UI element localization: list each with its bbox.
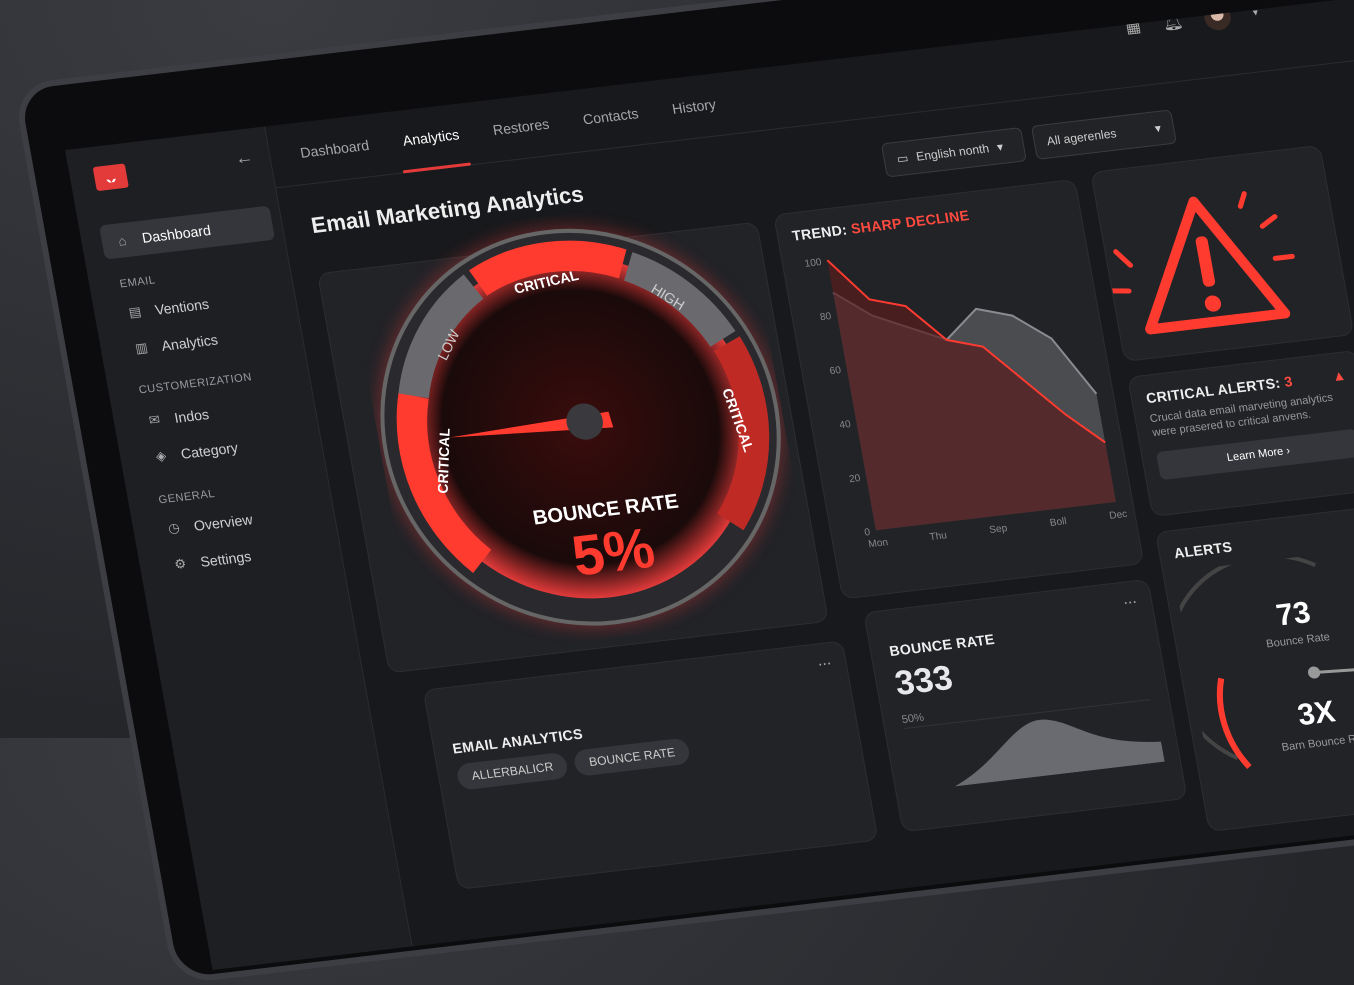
- layers-icon: ▤: [127, 303, 143, 321]
- x-tick-label: Boll: [1049, 516, 1068, 529]
- chevron-down-icon: ▾: [1153, 120, 1163, 136]
- chevron-right-icon: ›: [1285, 444, 1292, 458]
- gauge-hub: [566, 403, 603, 440]
- bounce-rate-card: ... BOUNCE RATE 333 50%: [863, 578, 1188, 833]
- x-tick-label: Sep: [988, 523, 1008, 536]
- clock-icon: ◷: [166, 519, 181, 536]
- gauge-value: 5%: [567, 517, 659, 589]
- email-analytics-card: ... EMAIL ANALYTICS ALLERBALICRBOUNCE RA…: [422, 640, 879, 890]
- tab-contacts[interactable]: Contacts: [581, 104, 640, 128]
- alerts-label-2: Barn Bounce Rate: [1281, 731, 1354, 753]
- learn-more-label: Learn More: [1225, 445, 1285, 465]
- series-area: [827, 260, 1116, 531]
- x-tick-label: Mon: [868, 537, 889, 550]
- warning-card: [1090, 144, 1354, 362]
- tab-restores[interactable]: Restores: [491, 115, 551, 139]
- section-general: GENERAL: [157, 487, 216, 507]
- y-tick-label: 60: [829, 365, 842, 377]
- alerts-value-1: 73: [1274, 596, 1313, 633]
- y-tick-label: 20: [848, 473, 861, 485]
- bounce-rate-gauge: CRITICAL LOW CRITICAL HIGH CRITICAL BOUN…: [377, 225, 784, 629]
- tab-analytics[interactable]: Analytics: [401, 126, 464, 173]
- calendar-icon: ▭: [895, 150, 910, 167]
- y-tick-label: 0: [864, 527, 872, 539]
- gauge-segment-critical-right: [713, 336, 770, 531]
- y-tick-label: 80: [819, 311, 832, 323]
- mail-logo-icon: [92, 163, 129, 192]
- home-icon: ⌂: [116, 232, 128, 249]
- collapse-arrow-icon[interactable]: ←: [233, 146, 255, 169]
- critical-alerts-card: CRITICAL ALERTS: 3 ▲ Crucal data email ma…: [1127, 349, 1354, 517]
- period-select[interactable]: ▭ English nonth ▾: [880, 127, 1027, 178]
- y-tick-label: 100: [804, 257, 823, 270]
- warning-triangle-icon: [1110, 191, 1295, 335]
- gauge-segment-high: [623, 252, 736, 348]
- screen: ← ⌂ Dashboard EMAIL ▤ Ventions ▥ Analytics …: [65, 0, 1354, 971]
- alerts-label-1: Bounce Rate: [1265, 631, 1331, 650]
- y-tick-label: 40: [839, 419, 852, 431]
- bounce-gauge-card: CRITICAL LOW CRITICAL HIGH CRITICAL BOUN…: [317, 221, 829, 674]
- series-line: [826, 259, 1106, 444]
- gear-icon: ⚙: [173, 555, 188, 572]
- sidebar-item-dashboard[interactable]: ⌂ Dashboard: [99, 205, 276, 260]
- warning-icon: ▲: [1330, 366, 1348, 385]
- x-tick-label: Dec: [1108, 509, 1128, 522]
- x-tick-label: Thu: [929, 530, 948, 543]
- critical-alerts-count: 3: [1282, 372, 1294, 390]
- gauge-segment-low: [398, 274, 484, 399]
- more-icon[interactable]: ...: [815, 651, 833, 670]
- trend-chart: 0 20 40 60 80 100 Mon Thu Sep Boll Dec: [804, 257, 1128, 550]
- segment-label: CRITICAL: [436, 427, 454, 494]
- section-email: EMAIL: [118, 274, 157, 291]
- alerts-value-2: 3X: [1295, 695, 1338, 732]
- tag-icon: ◈: [154, 447, 168, 464]
- tab-history[interactable]: History: [670, 95, 718, 117]
- bar-chart-icon: ▥: [133, 339, 149, 357]
- gauge-segment-critical-left: [396, 392, 492, 573]
- filter-pill[interactable]: ALLERBALICR: [455, 751, 570, 791]
- chevron-down-icon: ▾: [995, 139, 1005, 155]
- filter-pill[interactable]: BOUNCE RATE: [572, 737, 692, 777]
- agencies-select[interactable]: All agerenles ▾: [1030, 109, 1177, 160]
- gauge-segment-critical-top: [469, 240, 627, 296]
- more-icon[interactable]: ...: [1121, 589, 1138, 609]
- tab-dashboard[interactable]: Dashboard: [298, 136, 371, 161]
- alerts-gauge: 73 Bounce Rate 3X Barn Bounce Rate: [1173, 553, 1354, 769]
- mail-icon: ✉: [147, 411, 162, 428]
- trend-card: TREND: SHARP DECLINE 0 20 40 60 80 100 Mon Thu S…: [773, 178, 1145, 600]
